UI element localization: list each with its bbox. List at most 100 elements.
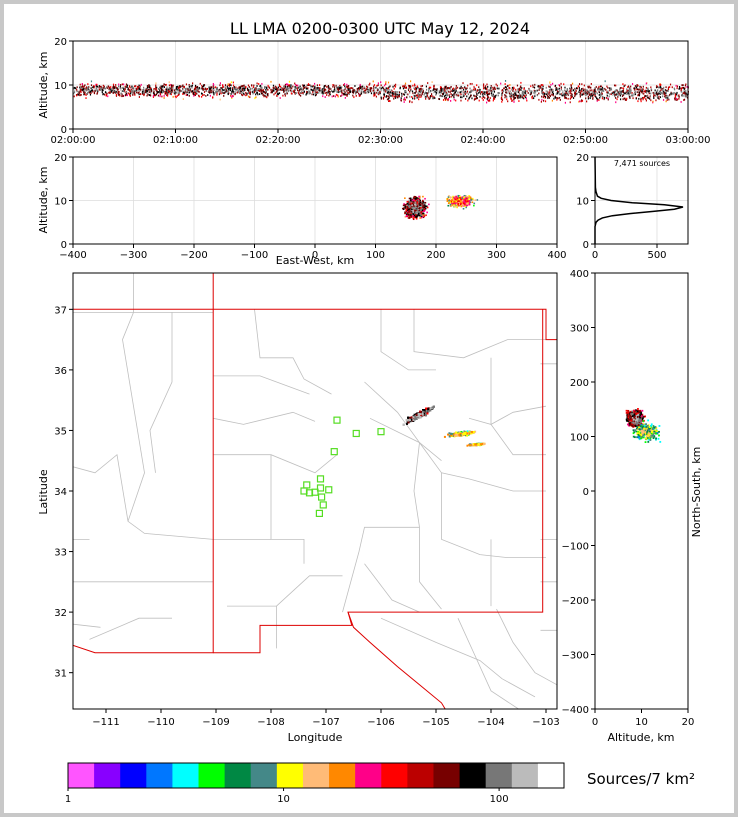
source-point	[82, 87, 84, 90]
source-point	[343, 93, 345, 95]
source-point	[140, 83, 142, 86]
source-point	[355, 90, 357, 93]
source-point	[487, 85, 489, 88]
source-point	[165, 92, 167, 95]
source-point	[428, 86, 431, 89]
source-point	[416, 96, 418, 99]
source-point	[565, 96, 567, 99]
source-point	[198, 94, 200, 97]
source-point	[493, 90, 496, 93]
source-point	[299, 94, 302, 97]
source-point	[476, 97, 478, 100]
source-point	[155, 94, 157, 96]
source-point	[415, 87, 418, 90]
source-point	[348, 88, 350, 91]
source-point	[421, 202, 424, 204]
source-point	[192, 90, 194, 93]
source-point	[352, 89, 354, 92]
source-point	[483, 87, 485, 90]
source-point	[372, 87, 374, 90]
source-point	[188, 91, 191, 94]
source-point	[454, 91, 457, 94]
source-point	[321, 88, 323, 91]
source-point	[683, 90, 685, 93]
source-point	[556, 88, 558, 91]
source-point	[382, 96, 385, 99]
source-point	[432, 95, 434, 98]
source-point	[451, 89, 453, 92]
source-point	[182, 91, 184, 94]
source-point	[453, 204, 456, 207]
source-point	[404, 84, 406, 87]
source-point	[124, 85, 126, 88]
source-point	[444, 90, 446, 93]
east-west-sources	[401, 194, 479, 221]
source-point	[517, 90, 519, 93]
source-point	[622, 90, 624, 93]
source-point	[212, 87, 214, 90]
source-point	[417, 197, 419, 200]
source-point	[559, 84, 561, 87]
source-point	[648, 90, 650, 92]
source-point	[406, 209, 409, 212]
source-point	[339, 86, 341, 89]
source-point	[328, 86, 330, 89]
source-point	[192, 92, 194, 95]
source-point	[457, 202, 460, 205]
source-point	[454, 198, 457, 200]
source-point	[379, 88, 382, 91]
source-point	[544, 93, 547, 95]
source-point	[443, 87, 445, 90]
source-point	[439, 94, 441, 97]
source-point	[485, 91, 487, 94]
source-point	[278, 92, 281, 95]
source-point	[153, 87, 155, 90]
source-point	[270, 80, 272, 83]
source-point	[476, 90, 478, 93]
source-point	[219, 87, 222, 90]
source-point	[537, 85, 539, 88]
source-point	[405, 93, 407, 95]
source-point	[484, 97, 486, 99]
source-point	[416, 205, 419, 207]
east-west-grid	[72, 156, 558, 245]
source-point	[599, 85, 602, 88]
source-point	[530, 90, 532, 93]
hist-altitude-tick-label: 0	[583, 240, 589, 251]
source-point	[178, 86, 180, 89]
source-point	[630, 88, 632, 91]
source-point	[523, 94, 525, 97]
source-point	[83, 87, 85, 90]
source-point	[368, 91, 370, 93]
source-point	[162, 85, 164, 88]
source-point	[347, 89, 350, 92]
source-point	[120, 84, 122, 86]
source-point	[384, 84, 386, 87]
source-point	[413, 94, 415, 97]
source-point	[243, 89, 245, 91]
source-point	[676, 93, 678, 96]
source-point	[139, 85, 141, 88]
source-point	[514, 97, 516, 99]
source-point	[585, 94, 587, 97]
source-point	[676, 98, 679, 101]
source-point	[446, 199, 449, 202]
source-point	[594, 94, 596, 97]
source-point	[178, 91, 181, 93]
source-point	[393, 97, 395, 100]
source-point	[527, 92, 529, 94]
source-point	[358, 92, 360, 95]
source-point	[397, 93, 399, 96]
source-point	[451, 199, 454, 202]
source-point	[407, 208, 410, 211]
source-point	[658, 86, 660, 89]
source-point	[518, 93, 521, 96]
source-point	[331, 95, 333, 98]
source-point	[116, 87, 118, 90]
time-tick-label: 02:10:00	[153, 135, 198, 146]
source-point	[627, 86, 629, 88]
source-point	[614, 94, 616, 97]
source-point	[533, 97, 535, 100]
source-point	[595, 95, 597, 98]
source-point	[412, 217, 415, 219]
